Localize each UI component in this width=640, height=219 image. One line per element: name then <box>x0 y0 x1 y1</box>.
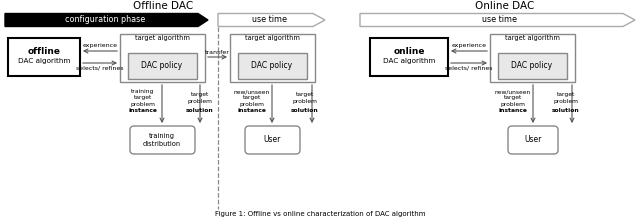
Text: target algorithm: target algorithm <box>134 35 189 41</box>
Text: new/unseen
target
problem: new/unseen target problem <box>234 89 270 113</box>
Text: User: User <box>524 136 541 145</box>
Text: target
problem: target problem <box>554 92 579 110</box>
Text: solution: solution <box>552 108 580 113</box>
Text: DAC policy: DAC policy <box>141 62 182 71</box>
Text: offline: offline <box>28 48 61 57</box>
Text: DAC algorithm: DAC algorithm <box>18 58 70 64</box>
Text: experience: experience <box>451 44 486 48</box>
Text: Offline DAC: Offline DAC <box>133 1 193 11</box>
Text: User: User <box>263 136 281 145</box>
Text: target algorithm: target algorithm <box>504 35 559 41</box>
Text: target
problem: target problem <box>188 92 212 110</box>
Text: use time: use time <box>483 16 518 25</box>
Text: DAC policy: DAC policy <box>252 62 292 71</box>
Bar <box>490 34 575 82</box>
Text: DAC policy: DAC policy <box>511 62 552 71</box>
Bar <box>120 34 205 82</box>
Bar <box>370 38 448 76</box>
Text: selects/ refines: selects/ refines <box>445 65 493 71</box>
Text: new/unseen
target
problem: new/unseen target problem <box>495 89 531 113</box>
Text: instance: instance <box>499 108 527 113</box>
Text: use time: use time <box>253 16 287 25</box>
Text: training
target
problem: training target problem <box>131 89 156 113</box>
Text: instance: instance <box>129 108 157 113</box>
Bar <box>498 53 567 79</box>
Text: target algorithm: target algorithm <box>244 35 300 41</box>
Text: online: online <box>393 48 425 57</box>
FancyArrow shape <box>360 14 635 26</box>
Text: target
problem: target problem <box>292 92 317 110</box>
Bar <box>8 38 80 76</box>
Text: Figure 1: Offline vs online characterization of DAC algorithm: Figure 1: Offline vs online characteriza… <box>215 211 425 217</box>
FancyArrow shape <box>5 14 208 26</box>
Text: solution: solution <box>186 108 214 113</box>
FancyBboxPatch shape <box>130 126 195 154</box>
Bar <box>230 34 315 82</box>
Text: configuration phase: configuration phase <box>65 16 145 25</box>
Text: experience: experience <box>83 44 118 48</box>
Text: training
distribution: training distribution <box>143 133 181 147</box>
Text: transfer: transfer <box>205 49 229 55</box>
Text: instance: instance <box>237 108 266 113</box>
Text: selects/ refines: selects/ refines <box>76 65 124 71</box>
Text: DAC algorithm: DAC algorithm <box>383 58 435 64</box>
FancyBboxPatch shape <box>508 126 558 154</box>
FancyArrow shape <box>218 14 325 26</box>
Text: Online DAC: Online DAC <box>476 1 534 11</box>
Bar <box>128 53 197 79</box>
Bar <box>238 53 307 79</box>
Text: solution: solution <box>291 108 319 113</box>
FancyBboxPatch shape <box>245 126 300 154</box>
